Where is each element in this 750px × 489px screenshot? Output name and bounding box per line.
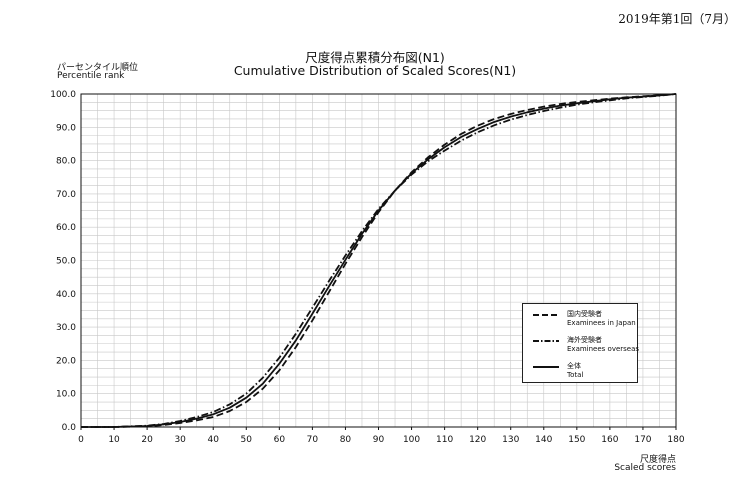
- legend-swatch-solid: [533, 366, 559, 368]
- y-tick-label: 50.0: [56, 257, 76, 267]
- legend-item-japan: 国内受験者 Examinees in Japan: [523, 308, 639, 332]
- y-tick-label: 60.0: [56, 223, 76, 233]
- x-tick-label: 20: [141, 435, 153, 445]
- x-tick-label: 90: [373, 435, 385, 445]
- legend-label-en: Examinees overseas: [567, 345, 640, 353]
- legend-label-en: Total: [567, 371, 584, 379]
- x-axis-label-jp: 尺度得点: [639, 455, 676, 465]
- x-tick-label: 130: [502, 435, 519, 445]
- tick-labels: 0 10 20 30 40 50 60 70 80 90 100 110 120 130 140 150 160…: [50, 90, 685, 445]
- y-tick-label: 90.0: [56, 123, 76, 133]
- plot-frame: [80, 93, 677, 428]
- x-tick-label: 0: [78, 435, 84, 445]
- y-tick-label: 80.0: [56, 157, 76, 167]
- series-line-solid: [81, 93, 677, 428]
- chart-title-en: Cumulative Distribution of Scaled Scores…: [233, 63, 517, 78]
- legend-label-en: Examinees in Japan: [567, 319, 636, 327]
- y-tick-label: 40.0: [56, 290, 76, 300]
- y-axis-label-en: Percentile rank: [57, 71, 125, 81]
- y-axis-label-jp: パーセンタイル順位: [57, 63, 139, 73]
- y-tick-label: 20.0: [56, 356, 76, 366]
- y-tick-label: 100.0: [50, 90, 76, 100]
- x-tick-label: 170: [634, 435, 651, 445]
- series-line-dashed: [81, 93, 677, 428]
- legend-swatch-dashed: [533, 314, 559, 316]
- x-tick-label: 30: [174, 435, 186, 445]
- x-tick-label: 110: [436, 435, 453, 445]
- x-tick-label: 10: [108, 435, 120, 445]
- legend-item-overseas: 海外受験者 Examinees overseas: [523, 334, 639, 358]
- x-tick-label: 120: [469, 435, 486, 445]
- x-tick-label: 180: [667, 435, 684, 445]
- legend-label-jp: 海外受験者: [567, 336, 602, 344]
- legend: 国内受験者 Examinees in Japan 海外受験者 Examinees…: [522, 303, 639, 384]
- y-tick-label: 30.0: [56, 323, 76, 333]
- legend-swatch-dashdot: [533, 340, 559, 342]
- x-tick-label: 80: [340, 435, 352, 445]
- y-tick-label: 70.0: [56, 190, 76, 200]
- edition-label: 2019年第1回（7月）: [618, 12, 736, 26]
- legend-label-jp: 国内受験者: [567, 310, 602, 318]
- x-tick-label: 140: [535, 435, 552, 445]
- x-axis-label-en: Scaled scores: [614, 463, 676, 473]
- chart-title-jp: 尺度得点累積分布図(N1): [305, 50, 445, 65]
- series-lines: [81, 93, 677, 428]
- legend-label-jp: 全体: [567, 362, 581, 370]
- x-tick-label: 160: [601, 435, 618, 445]
- legend-item-total: 全体 Total: [523, 360, 639, 384]
- y-tick-label: 0.0: [62, 423, 77, 433]
- x-tick-label: 150: [568, 435, 585, 445]
- y-tick-label: 10.0: [56, 390, 76, 400]
- x-tick-label: 70: [307, 435, 319, 445]
- x-tick-label: 60: [274, 435, 286, 445]
- x-tick-label: 40: [207, 435, 219, 445]
- x-tick-label: 50: [241, 435, 253, 445]
- x-tick-label: 100: [403, 435, 420, 445]
